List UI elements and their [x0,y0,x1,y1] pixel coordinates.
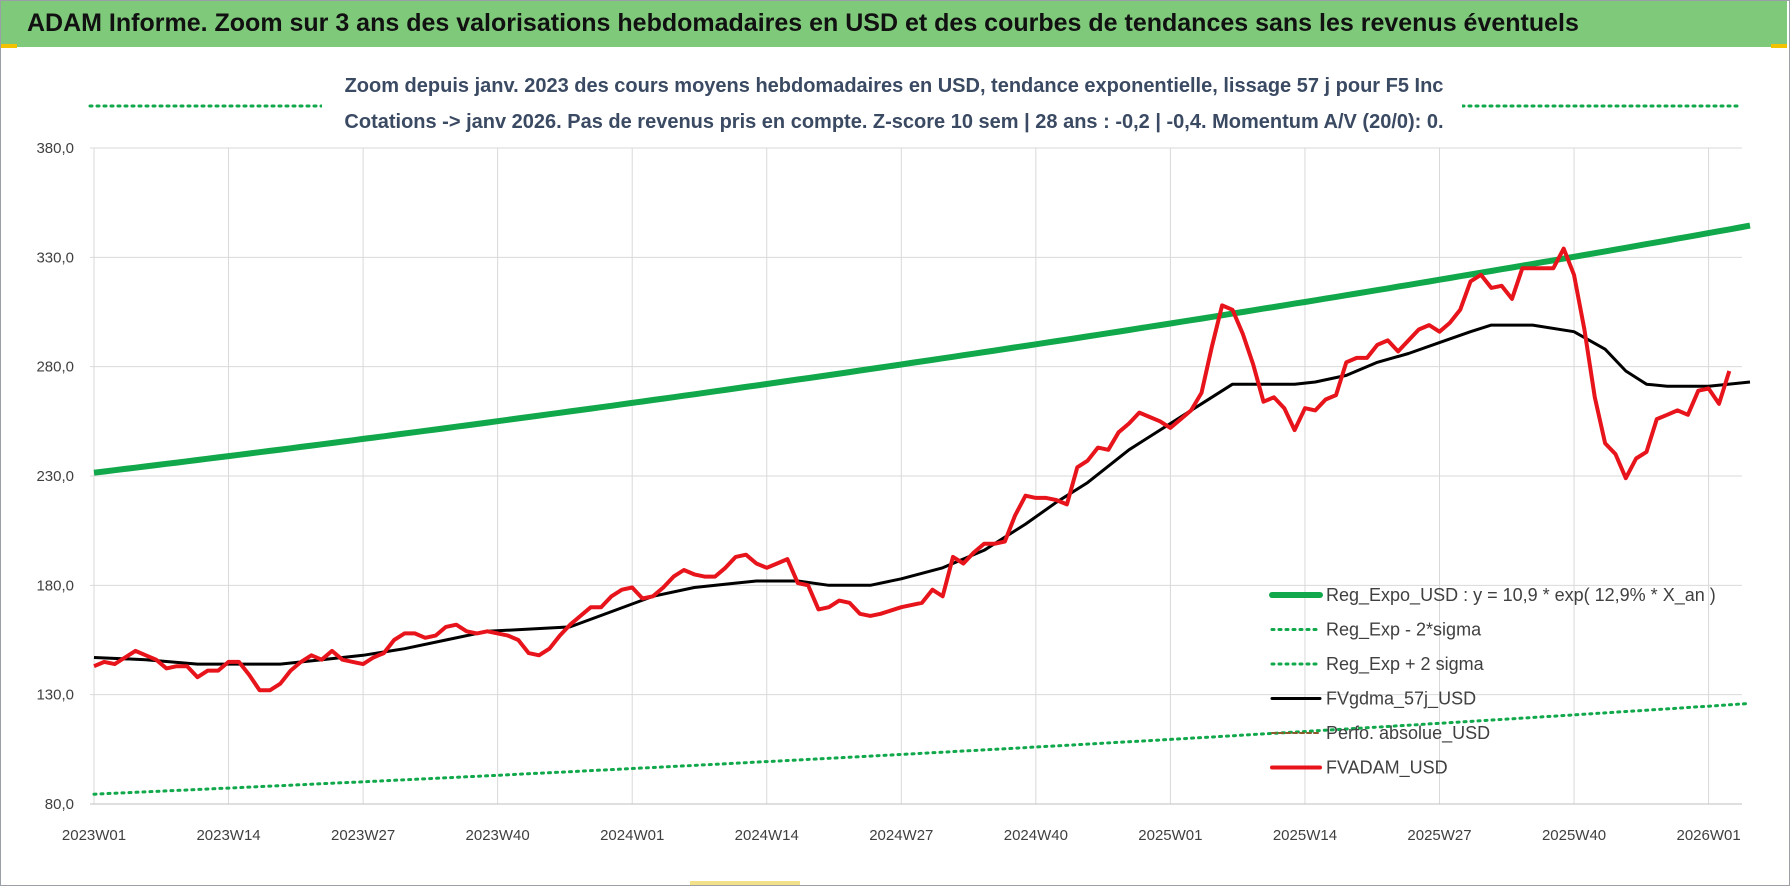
legend-label: Perfo. absolue_USD [1326,723,1490,744]
y-tick-label: 130,0 [36,687,74,704]
title-banner: ADAM Informe. Zoom sur 3 ans des valoris… [1,1,1787,47]
chart-subtitle-line1: Zoom depuis janv. 2023 des cours moyens … [345,75,1444,97]
x-axis: 2023W01 2023W14 2023W27 2023W40 2024W01 2024W… [62,827,1741,844]
grid-lines [90,147,1742,805]
x-tick-label: 2026W01 [1676,827,1740,844]
x-tick-label: 2025W40 [1542,827,1606,844]
chart-subtitle-line2: Cotations -> janv 2026. Pas de revenus p… [344,111,1443,133]
series-fvgdma-57j-usd [93,323,1751,666]
legend-label: Reg_Expo_USD : y = 10,9 * exp( 12,9% * X… [1326,585,1716,606]
x-tick-label: 2024W14 [735,827,799,844]
legend-label: FVADAM_USD [1326,758,1448,779]
legend-label: Reg_Exp + 2 sigma [1326,654,1485,675]
subtitle-background [322,68,1462,138]
x-tick-label: 2023W14 [196,827,260,844]
y-tick-label: 380,0 [36,140,74,157]
series-fvadam-usd [93,246,1732,693]
y-tick-label: 180,0 [36,577,74,594]
x-tick-label: 2023W40 [466,827,530,844]
bottom-marker [690,881,800,885]
banner-corner-left [1,44,17,48]
page-title: ADAM Informe. Zoom sur 3 ans des valoris… [27,9,1579,37]
y-tick-label: 280,0 [36,359,74,376]
legend: Reg_Expo_USD : y = 10,9 * exp( 12,9% * X… [1269,585,1716,779]
x-tick-label: 2025W27 [1407,827,1471,844]
x-tick-label: 2024W01 [600,827,664,844]
y-tick-label: 330,0 [36,249,74,266]
x-tick-label: 2025W14 [1273,827,1337,844]
series-group [92,222,1752,796]
x-tick-label: 2023W27 [331,827,395,844]
series-reg-expo-usd [93,222,1751,476]
legend-label: FVgdma_57j_USD [1326,689,1476,710]
series-reg-exp-minus-2-sigma [92,701,1752,796]
x-tick-label: 2023W01 [62,827,126,844]
x-tick-label: 2024W27 [869,827,933,844]
y-axis: 80,0 130,0 180,0 230,0 280,0 330,0 380,0 [36,140,74,813]
legend-label: Reg_Exp - 2*sigma [1326,620,1482,641]
banner-corner-right [1771,44,1787,48]
y-tick-label: 230,0 [36,468,74,485]
y-tick-label: 80,0 [45,796,74,813]
x-tick-label: 2025W01 [1138,827,1202,844]
x-tick-label: 2024W40 [1004,827,1068,844]
